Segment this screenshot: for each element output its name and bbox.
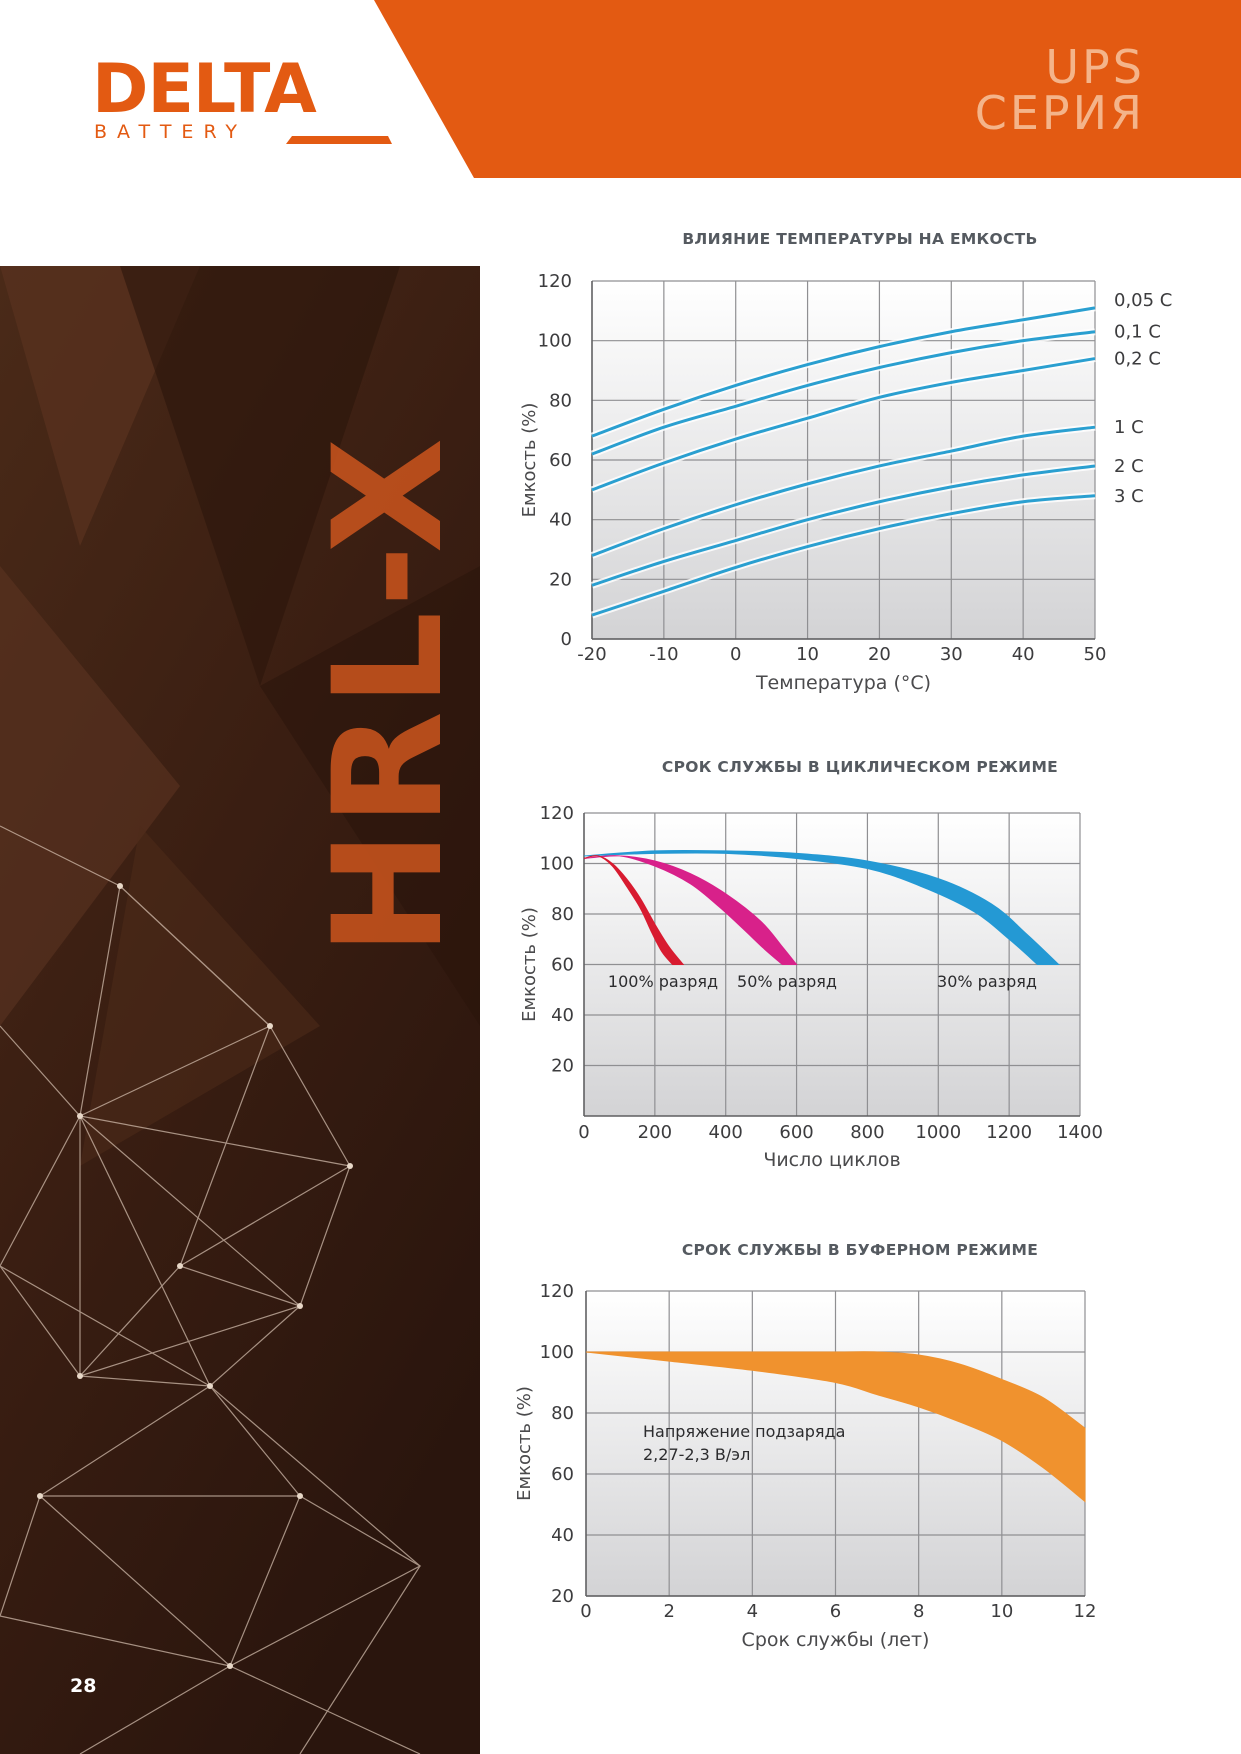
y-axis-label: Емкость (%) [519, 907, 540, 1022]
x-tick-label: 1400 [1057, 1122, 1103, 1143]
y-tick-label: 0 [561, 629, 572, 650]
y-tick-label: 20 [551, 1056, 574, 1077]
x-tick-label: 20 [868, 644, 891, 665]
y-tick-label: 80 [551, 1403, 574, 1424]
side-product-text: HRL-X [302, 434, 476, 956]
series-label: 0,2 C [1114, 349, 1161, 370]
x-tick-label: 0 [578, 1122, 589, 1143]
x-tick-label: 2 [663, 1601, 674, 1622]
series-line [591, 425, 1096, 557]
side-shard [0, 566, 180, 1026]
x-tick-label: 4 [747, 1601, 758, 1622]
series-label: 3 C [1114, 486, 1144, 507]
y-tick-label: 40 [549, 510, 572, 531]
series-label: 100% разряд [608, 972, 718, 991]
y-tick-label: 20 [551, 1586, 574, 1607]
series-band [583, 855, 685, 965]
y-tick-label: 40 [551, 1525, 574, 1546]
x-tick-label: 1000 [915, 1122, 961, 1143]
page-number: 28 [70, 1675, 97, 1697]
x-tick-label: 30 [940, 644, 963, 665]
x-tick-label: 40 [1012, 644, 1035, 665]
y-tick-label: 100 [538, 331, 572, 352]
x-tick-label: 400 [709, 1122, 743, 1143]
x-tick-label: -20 [577, 644, 606, 665]
delta-battery-logo: DELTA BATTERY [92, 58, 392, 144]
annotation-line: 2,27-2,3 В/эл [643, 1445, 750, 1464]
header-orange-band [374, 0, 1241, 178]
y-tick-label: 40 [551, 1005, 574, 1026]
y-tick-label: 60 [551, 1464, 574, 1485]
side-shard [260, 566, 480, 1026]
series-band [583, 855, 798, 965]
chart-title-cyclic: СРОК СЛУЖБЫ В ЦИКЛИЧЕСКОМ РЕЖИМЕ [661, 758, 1059, 776]
series-line [591, 464, 1096, 587]
series-line [591, 306, 1096, 438]
y-tick-label: 60 [549, 450, 572, 471]
series-label: 0,05 C [1114, 290, 1172, 311]
y-tick-label: 80 [551, 904, 574, 925]
x-tick-label: 200 [638, 1122, 672, 1143]
header-band [374, 0, 1241, 178]
x-tick-label: 10 [990, 1601, 1013, 1622]
series-label: 50% разряд [737, 972, 837, 991]
annotation-line: Напряжение подзаряда [643, 1422, 845, 1441]
x-tick-label: 600 [779, 1122, 813, 1143]
series-label: 1 C [1114, 417, 1144, 438]
series-band [585, 1351, 1086, 1503]
logo-swoosh [286, 136, 392, 144]
y-tick-label: 120 [538, 271, 572, 292]
series-ups: UPS [1045, 40, 1145, 94]
y-tick-label: 60 [551, 955, 574, 976]
side-shard [80, 826, 320, 1166]
series-line [591, 494, 1096, 617]
y-tick-label: 120 [540, 803, 574, 824]
y-tick-label: 80 [549, 390, 572, 411]
x-axis-label: Срок службы (лет) [742, 1629, 930, 1651]
x-tick-label: 1200 [986, 1122, 1032, 1143]
y-tick-label: 100 [540, 1342, 574, 1363]
series-line [591, 357, 1096, 492]
x-tick-label: 50 [1084, 644, 1107, 665]
series-label: 30% разряд [937, 972, 1037, 991]
side-panel-art: HRL-X [0, 266, 480, 1754]
series-line [591, 330, 1096, 456]
y-tick-label: 20 [549, 569, 572, 590]
x-axis-label: Температура (°C) [755, 672, 931, 694]
logo-sub: BATTERY [94, 121, 247, 143]
x-tick-label: 12 [1074, 1601, 1097, 1622]
x-tick-label: -10 [649, 644, 678, 665]
y-axis-label: Емкость (%) [514, 1386, 535, 1501]
series-label: 2 C [1114, 456, 1144, 477]
y-axis-label: Емкость (%) [519, 403, 540, 518]
series-label: СЕРИЯ [974, 86, 1145, 140]
x-tick-label: 0 [730, 644, 741, 665]
x-tick-label: 6 [830, 1601, 841, 1622]
y-tick-label: 100 [540, 854, 574, 875]
x-tick-label: 10 [796, 644, 819, 665]
series-band [583, 849, 1060, 965]
chart-title-temperature: ВЛИЯНИЕ ТЕМПЕРАТУРЫ НА ЕМКОСТЬ [682, 230, 1038, 248]
x-tick-label: 800 [850, 1122, 884, 1143]
y-tick-label: 120 [540, 1281, 574, 1302]
logo-word: DELTA [92, 58, 317, 129]
x-tick-label: 0 [580, 1601, 591, 1622]
chart-title-float: СРОК СЛУЖБЫ В БУФЕРНОМ РЕЖИМЕ [681, 1241, 1039, 1259]
side-shard [120, 266, 400, 686]
series-label: 0,1 C [1114, 322, 1161, 343]
polyhedron-wireframe [0, 825, 422, 1754]
polyhedron-nodes [37, 883, 353, 1669]
x-axis-label: Число циклов [763, 1149, 900, 1171]
x-tick-label: 8 [913, 1601, 924, 1622]
